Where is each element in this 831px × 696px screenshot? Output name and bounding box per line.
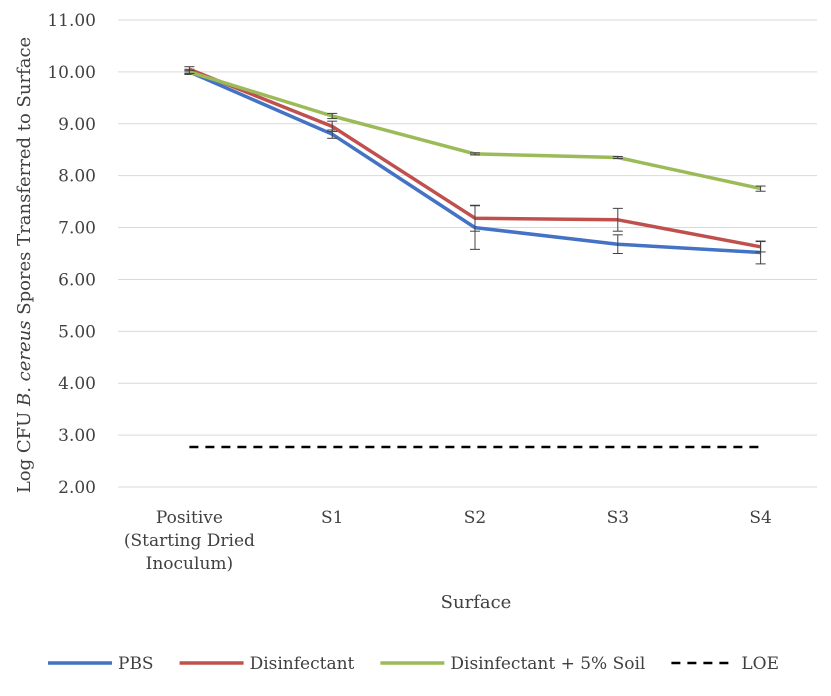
y-axis-label-part: Spores Transferred to Surface [14, 37, 35, 321]
y-tick-label: 3.00 [58, 426, 96, 446]
x-tick-label: S2 [464, 508, 486, 528]
y-tick-label: 10.00 [47, 63, 96, 83]
legend-item: LOE [671, 654, 779, 674]
legend-item: Disinfectant + 5% Soil [380, 654, 645, 674]
y-axis-ticks: 2.00 3.00 4.00 5.00 6.00 7.00 8.00 9.00 10.00 11.… [47, 11, 96, 498]
y-tick-label: 9.00 [58, 115, 96, 135]
legend-item: Disinfectant [179, 654, 355, 674]
legend-label: LOE [741, 654, 779, 674]
x-axis-ticks: Positive (Starting Dried Inoculum) S1 S2 S3 S4 [124, 508, 772, 574]
legend-label: Disinfectant [250, 654, 355, 674]
series-group [184, 66, 766, 449]
y-tick-label: 5.00 [58, 322, 96, 342]
y-tick-label: 8.00 [58, 167, 96, 187]
x-axis-label: Surface [441, 592, 512, 613]
series-line [188, 70, 761, 191]
y-tick-label: 6.00 [58, 270, 96, 290]
legend-label: PBS [118, 654, 154, 674]
x-tick-label: S1 [321, 508, 343, 528]
x-tick-label: S3 [607, 508, 629, 528]
y-tick-label: 2.00 [58, 478, 96, 498]
legend-item: PBS [48, 654, 154, 674]
x-tick-label: Positive (Starting Dried Inoculum) [124, 508, 255, 574]
series-disinfectant [184, 66, 766, 253]
y-axis-label: Log CFU B. cereus Spores Transferred to … [14, 37, 35, 493]
y-tick-label: 7.00 [58, 219, 96, 239]
y-axis-label-species: B. cereus [14, 320, 35, 407]
y-tick-label: 4.00 [58, 374, 96, 394]
legend-label: Disinfectant + 5% Soil [450, 654, 645, 674]
y-axis-label-part: Log CFU [14, 406, 35, 493]
legend: PBS Disinfectant Disinfectant + 5% Soil LOE [48, 654, 779, 674]
gridlines [118, 19, 817, 488]
x-tick-label: S4 [749, 508, 771, 528]
y-tick-label: 11.00 [47, 11, 96, 31]
series-disinfectant-5-soil [184, 69, 766, 192]
